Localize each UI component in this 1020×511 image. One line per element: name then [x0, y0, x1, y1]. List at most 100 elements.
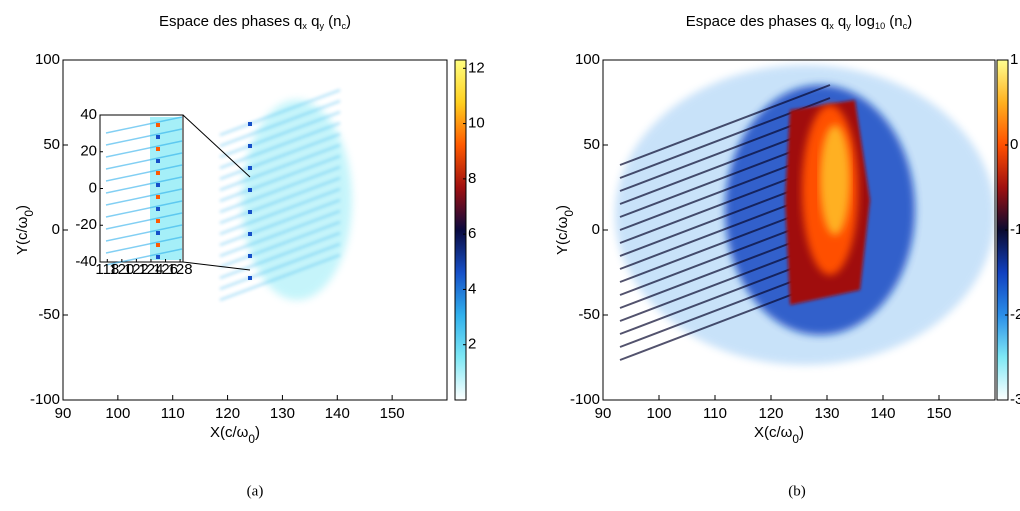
y-tick-label: 50: [583, 136, 600, 153]
cloud-stripe: [219, 188, 341, 235]
text-part: ): [14, 205, 31, 210]
inset-stripe: [105, 212, 183, 230]
cloud-stripe: [619, 84, 831, 166]
inset-x-tick-label: 120: [109, 261, 134, 278]
colorbar-tick-label: -1: [1010, 221, 1020, 238]
colorbar-tick-label: 4: [468, 280, 476, 297]
inset-stripe: [105, 128, 183, 146]
x-tick-label: 100: [646, 405, 671, 422]
cloud-stripe: [219, 177, 341, 224]
text-part: X(c/ω: [210, 424, 249, 441]
x-tick-label: 110: [161, 405, 185, 422]
cloud-tip: [248, 232, 252, 236]
y-axis-label: Y(c/ω0): [554, 205, 576, 255]
text-part: ): [799, 424, 804, 441]
x-tick-label: 90: [595, 405, 612, 422]
text-part: ): [346, 13, 351, 30]
y-tick-label: -50: [578, 306, 600, 323]
inset-tip: [156, 171, 160, 175]
x-tick-label: 140: [870, 405, 895, 422]
y-tick-label: 50: [43, 136, 60, 153]
cloud-tip: [248, 122, 252, 126]
cloud-stripe: [219, 243, 341, 290]
x-tick-label: 140: [325, 405, 350, 422]
text-part: x: [302, 21, 307, 31]
inset-x-tick-label: 118: [95, 261, 119, 278]
text-part: c: [903, 21, 908, 31]
text-part: Y(c/ω: [14, 216, 31, 255]
x-tick-label: 120: [215, 405, 240, 422]
plot-area: 90 100 110 120 130 140 150 -100 -50 0 50 100: [570, 51, 996, 422]
inset-stripe: [105, 164, 183, 182]
inset-x-tick-label: 124: [138, 261, 163, 278]
x-tick-label: 90: [55, 405, 72, 422]
y-tick-label: -50: [38, 306, 60, 323]
text-part: y: [319, 21, 324, 31]
inset-tip: [156, 147, 160, 151]
text-part: 0: [248, 432, 255, 446]
colorbar-tick-label: 2: [468, 336, 476, 353]
cloud-tip: [248, 166, 252, 170]
cloud-stripe: [219, 210, 341, 257]
inset-tip: [156, 195, 160, 199]
text-part: q: [307, 13, 320, 30]
text-part: log: [851, 13, 875, 30]
inset-stripe: [105, 200, 183, 218]
cloud-stripe: [219, 166, 341, 213]
zoom-line: [182, 114, 251, 178]
inset-y-tick-label: -20: [75, 216, 97, 233]
cloud-stripe: [219, 221, 341, 268]
inset-tip: [156, 183, 160, 187]
x-axis-label: X(c/ω0): [754, 424, 804, 446]
cloud-stripe: [219, 232, 341, 279]
text-part: ): [554, 205, 571, 210]
colorbar-tick-label: 12: [468, 59, 485, 76]
colorbar-tick-label: 6: [468, 225, 476, 242]
cloud-stripe: [219, 133, 341, 180]
text-part: ): [907, 13, 912, 30]
x-tick-label: 130: [814, 405, 839, 422]
y-tick-label: 100: [35, 51, 60, 68]
text-part: 10: [875, 21, 885, 31]
inset-y-tick-label: 40: [80, 106, 97, 123]
inset-x-tick-label: 126: [153, 261, 178, 278]
inset-x-tick-label: 122: [124, 261, 149, 278]
text-part: c: [342, 21, 347, 31]
zoom-line: [182, 261, 251, 271]
inset-y-tick-label: -40: [75, 253, 97, 270]
x-tick-label: 150: [926, 405, 951, 422]
text-part: q: [834, 13, 847, 30]
x-tick-label: 120: [758, 405, 783, 422]
text-part: Espace des phases q: [686, 13, 829, 30]
inset-stripe: [105, 176, 183, 194]
cloud-stripe: [219, 122, 341, 169]
colorbar-tick-label: 8: [468, 170, 476, 187]
inset-stripe: [105, 236, 183, 254]
inset-tip: [156, 135, 160, 139]
text-part: Y(c/ω: [554, 216, 571, 255]
y-tick-label: -100: [30, 391, 60, 408]
cloud-stripe: [219, 199, 341, 246]
text-part: ): [255, 424, 260, 441]
inset-tip: [156, 159, 160, 163]
inset-x-tick-label: 128: [168, 261, 193, 278]
x-tick-label: 150: [380, 405, 405, 422]
text-part: 0: [22, 210, 36, 217]
cloud-halo: [242, 100, 352, 300]
text-part: 0: [792, 432, 799, 446]
inset-tip: [156, 207, 160, 211]
cloud-tip: [248, 144, 252, 148]
y-tick-label: -100: [570, 391, 600, 408]
inset-tip: [156, 231, 160, 235]
x-tick-label: 130: [270, 405, 295, 422]
cloud-hotter: [820, 125, 850, 235]
cloud-stripe: [219, 89, 341, 136]
inset-stripe: [105, 224, 183, 242]
inset-stripe: [105, 116, 183, 134]
inset-cloud: [150, 117, 182, 260]
x-axis-label: X(c/ω0): [210, 424, 260, 446]
caption: (b): [788, 483, 806, 499]
cloud-tip: [248, 254, 252, 258]
x-tick-label: 100: [105, 405, 130, 422]
